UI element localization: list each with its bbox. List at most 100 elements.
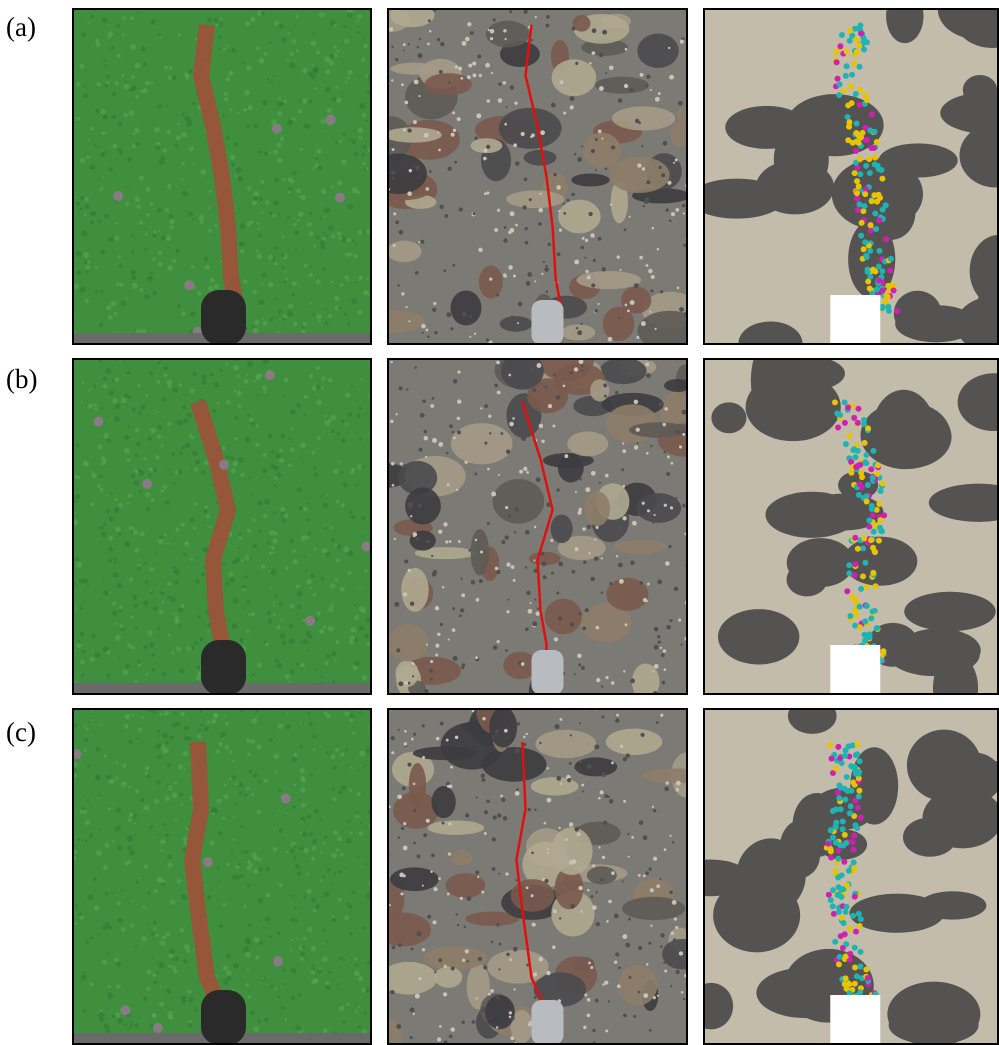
grain	[461, 1021, 464, 1024]
grain	[401, 826, 405, 830]
grain	[411, 947, 414, 950]
texture	[306, 872, 309, 875]
texture	[138, 877, 140, 879]
grain	[611, 145, 615, 149]
grain	[475, 871, 479, 875]
texture	[325, 69, 330, 74]
aggregate	[571, 174, 609, 187]
grain	[403, 845, 408, 850]
texture	[143, 457, 146, 460]
particle	[886, 308, 892, 314]
grain	[415, 271, 419, 275]
texture	[267, 541, 270, 544]
texture	[307, 814, 312, 819]
grain	[476, 797, 478, 799]
grain	[649, 1029, 652, 1032]
grain	[577, 330, 582, 335]
texture	[84, 737, 88, 741]
texture	[123, 763, 127, 767]
grain	[396, 648, 400, 652]
grain	[664, 970, 667, 973]
texture	[307, 222, 312, 227]
grain	[528, 1023, 531, 1026]
texture	[108, 37, 110, 39]
grain	[634, 445, 638, 449]
grain	[587, 1014, 591, 1018]
grain	[652, 520, 655, 523]
aggregate	[489, 708, 517, 748]
texture	[160, 713, 163, 716]
grain	[449, 424, 453, 428]
texture	[312, 167, 314, 169]
texture	[83, 725, 86, 728]
texture	[291, 117, 296, 122]
texture	[177, 123, 180, 126]
texture	[109, 25, 111, 27]
particle	[860, 573, 866, 579]
texture	[304, 848, 309, 853]
grain	[594, 309, 598, 313]
texture	[161, 601, 164, 604]
grain	[486, 338, 489, 341]
texture	[335, 579, 338, 582]
texture	[269, 936, 272, 939]
grain	[403, 128, 406, 131]
texture	[83, 85, 86, 88]
texture	[289, 949, 292, 952]
notch	[531, 650, 563, 695]
grain	[592, 1029, 595, 1032]
texture	[335, 747, 339, 751]
texture	[230, 162, 234, 166]
texture	[365, 863, 367, 865]
grain	[577, 654, 581, 658]
texture	[263, 391, 266, 394]
grain	[577, 157, 582, 162]
texture	[321, 495, 323, 497]
texture	[267, 434, 272, 439]
texture	[119, 605, 122, 608]
texture	[343, 546, 349, 552]
grain	[659, 166, 662, 169]
particle	[830, 887, 836, 893]
texture	[321, 130, 323, 132]
texture	[245, 938, 251, 944]
particle	[851, 833, 857, 839]
particle	[846, 868, 852, 874]
grain	[674, 587, 678, 591]
grain	[458, 540, 461, 543]
grain	[523, 205, 527, 209]
texture	[99, 474, 103, 478]
grain	[418, 95, 420, 97]
grain	[526, 471, 529, 474]
texture	[255, 955, 259, 959]
texture	[331, 754, 336, 759]
texture	[128, 494, 133, 499]
texture	[280, 507, 285, 512]
texture	[208, 229, 212, 233]
texture	[320, 218, 322, 220]
grain	[578, 663, 581, 666]
grain	[547, 848, 549, 850]
grain	[475, 656, 478, 659]
grain	[535, 611, 539, 615]
texture	[273, 604, 275, 606]
grain	[581, 666, 585, 670]
grain	[497, 391, 501, 395]
grain	[534, 996, 537, 999]
texture	[122, 16, 126, 20]
void	[326, 114, 336, 124]
texture	[307, 503, 309, 505]
texture	[350, 470, 354, 474]
grain	[664, 668, 667, 671]
texture	[354, 130, 356, 132]
texture	[258, 234, 262, 238]
texture	[157, 434, 162, 439]
grain	[645, 362, 649, 366]
texture	[344, 39, 349, 44]
texture	[112, 92, 117, 97]
texture	[167, 855, 172, 860]
grain	[478, 957, 482, 961]
texture	[259, 867, 263, 871]
grain	[645, 264, 648, 267]
texture	[157, 755, 162, 760]
